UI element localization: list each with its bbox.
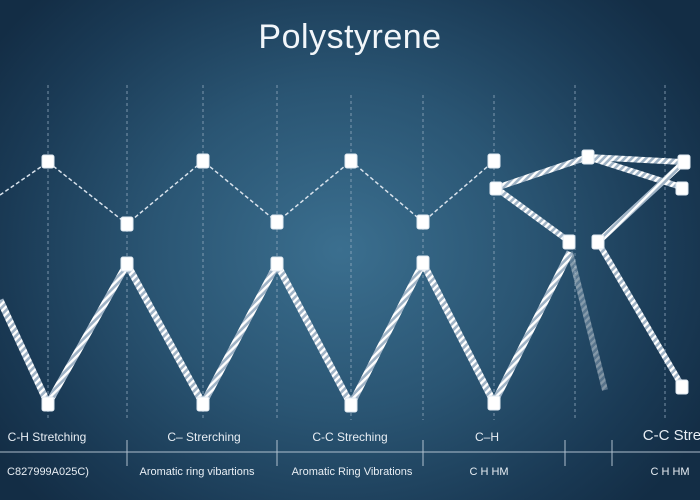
atom-node: [675, 379, 689, 395]
atom-node: [270, 214, 284, 230]
atom-node: [487, 395, 501, 411]
atom-node: [416, 214, 430, 230]
separator-axis: [0, 440, 700, 466]
atom-node: [416, 255, 430, 271]
label-cc-stretching: C-C Streching: [312, 430, 388, 444]
atom-node: [41, 154, 55, 169]
atom-nodes: [41, 149, 691, 413]
atom-node: [489, 181, 503, 196]
atom-node: [344, 397, 358, 413]
ring-bond: [587, 154, 685, 191]
ring-bond: [567, 251, 608, 391]
lower-twisted-strand: [0, 250, 574, 413]
label-code: C827999A025C): [7, 466, 89, 478]
atom-node: [562, 234, 576, 250]
atom-node: [120, 216, 134, 232]
atom-node: [677, 154, 691, 170]
ring-bond: [587, 154, 683, 165]
guide-lines: [47, 85, 666, 420]
atom-node: [675, 181, 689, 196]
label-aromatic-ring-2: Aromatic Ring Vibrations: [291, 466, 413, 478]
label-chhm-2: C H HM: [650, 466, 690, 478]
atom-node: [591, 234, 605, 250]
upper-backbone-line: [0, 160, 495, 225]
ring-bond: [495, 154, 589, 191]
label-chhm-1: C H HM: [469, 466, 509, 478]
ring-bond: [494, 185, 572, 245]
diagram-title: Polystyrene: [258, 18, 442, 56]
ring-fragment: [494, 154, 687, 391]
atom-node: [196, 396, 210, 412]
label-c-stretching: C– Strerching: [167, 430, 241, 444]
atom-node: [120, 256, 134, 272]
atom-node: [344, 153, 358, 169]
atom-node: [487, 153, 501, 169]
ring-bond: [595, 240, 685, 388]
ring-bond: [595, 159, 687, 245]
atom-node: [41, 396, 55, 412]
atom-node: [581, 149, 595, 165]
label-cc-stret: C-C Stret: [642, 427, 700, 444]
label-ch: C–H: [474, 430, 500, 444]
label-aromatic-ring-1: Aromatic ring vibartions: [139, 466, 255, 478]
atom-node: [270, 256, 284, 272]
label-ch-stretching: C-H Stretching: [7, 430, 87, 444]
atom-node: [196, 153, 210, 169]
